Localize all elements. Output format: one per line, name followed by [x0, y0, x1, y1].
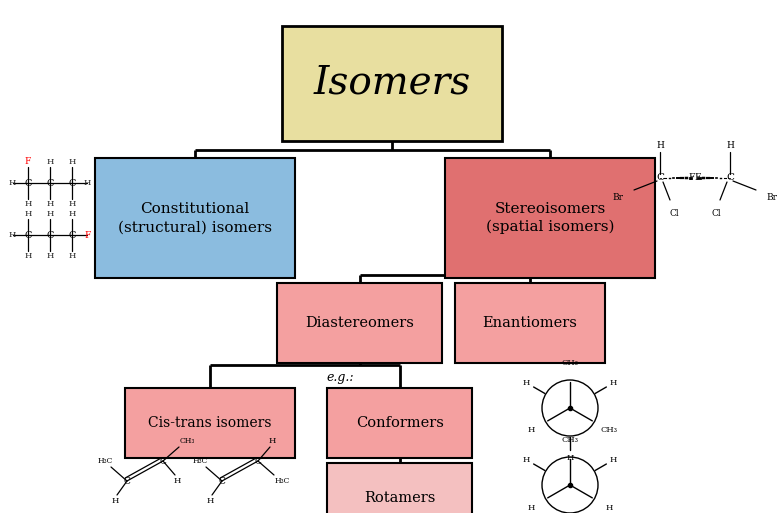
FancyBboxPatch shape	[455, 283, 605, 363]
Text: H: H	[528, 503, 535, 511]
Text: H: H	[523, 379, 531, 387]
Text: Cl: Cl	[670, 209, 679, 219]
Text: CH₃: CH₃	[601, 426, 618, 435]
Text: H: H	[84, 179, 91, 187]
Text: CH₃: CH₃	[561, 359, 579, 367]
Text: H₃C: H₃C	[97, 457, 113, 465]
Text: H: H	[9, 179, 16, 187]
Text: C: C	[124, 477, 130, 485]
Text: C: C	[24, 179, 31, 187]
Text: C: C	[160, 457, 166, 465]
Text: Cis-trans isomers: Cis-trans isomers	[148, 416, 272, 430]
FancyBboxPatch shape	[125, 388, 295, 458]
Text: H₃C: H₃C	[274, 477, 289, 485]
Text: H: H	[46, 200, 53, 208]
Text: Br: Br	[767, 193, 778, 203]
Text: Conformers: Conformers	[356, 416, 444, 430]
Text: C: C	[68, 230, 76, 240]
FancyBboxPatch shape	[328, 388, 473, 458]
Text: Cl: Cl	[711, 209, 720, 219]
FancyBboxPatch shape	[95, 158, 295, 278]
Text: H: H	[46, 158, 53, 166]
Text: Isomers: Isomers	[314, 65, 470, 102]
Text: Constitutional
(structural) isomers: Constitutional (structural) isomers	[118, 202, 272, 234]
Text: H: H	[46, 210, 53, 218]
Text: H: H	[726, 141, 734, 149]
Text: H: H	[68, 210, 76, 218]
Text: H: H	[9, 231, 16, 239]
Text: F: F	[689, 173, 695, 183]
Text: Stereoisomers
(spatial isomers): Stereoisomers (spatial isomers)	[486, 202, 614, 234]
Text: H: H	[523, 456, 531, 464]
Text: H: H	[610, 456, 617, 464]
Text: F: F	[84, 230, 91, 240]
Text: F: F	[695, 173, 701, 183]
Text: H: H	[566, 454, 574, 462]
Text: C: C	[68, 179, 76, 187]
Text: H: H	[46, 252, 53, 260]
FancyBboxPatch shape	[278, 283, 442, 363]
Text: C: C	[46, 230, 53, 240]
Text: H: H	[68, 200, 76, 208]
Text: CH₃: CH₃	[561, 436, 579, 444]
Text: H: H	[24, 200, 31, 208]
Text: e.g.:: e.g.:	[326, 371, 354, 385]
Text: H: H	[68, 252, 76, 260]
Text: H: H	[111, 497, 118, 505]
Text: C: C	[46, 179, 53, 187]
Text: H: H	[268, 437, 276, 445]
Text: Rotamers: Rotamers	[365, 491, 436, 505]
Text: H: H	[173, 477, 180, 485]
Text: C: C	[726, 173, 734, 183]
Text: Diastereomers: Diastereomers	[306, 316, 415, 330]
Text: H₃C: H₃C	[192, 457, 208, 465]
Text: H: H	[656, 141, 664, 149]
Text: H: H	[605, 503, 612, 511]
Text: H: H	[206, 497, 214, 505]
FancyBboxPatch shape	[328, 463, 473, 513]
Text: H: H	[24, 252, 31, 260]
FancyBboxPatch shape	[445, 158, 655, 278]
Text: C: C	[24, 230, 31, 240]
Text: H: H	[610, 379, 617, 387]
Text: H: H	[528, 426, 535, 435]
FancyBboxPatch shape	[282, 26, 502, 141]
Text: F: F	[25, 157, 31, 167]
Text: C: C	[656, 173, 664, 183]
Text: Br: Br	[612, 193, 623, 203]
Text: C: C	[219, 477, 226, 485]
Text: C: C	[255, 457, 261, 465]
Text: Enantiomers: Enantiomers	[483, 316, 578, 330]
Text: H: H	[68, 158, 76, 166]
Text: H: H	[24, 210, 31, 218]
Text: CH₃: CH₃	[180, 437, 194, 445]
